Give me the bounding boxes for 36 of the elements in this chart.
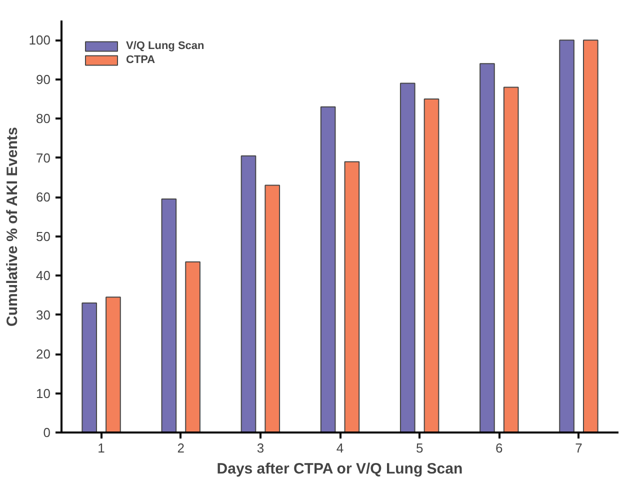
- y-tick-label: 60: [36, 190, 51, 205]
- y-tick-label: 100: [28, 32, 51, 48]
- bar: [185, 261, 200, 432]
- bar: [82, 302, 98, 432]
- y-tick-label: 0: [43, 425, 51, 440]
- bar: [264, 184, 280, 432]
- bar: [582, 40, 598, 432]
- bar: [320, 106, 336, 432]
- y-tick-label: 80: [36, 111, 51, 126]
- y-tick-label: 10: [36, 386, 51, 401]
- legend-label: CTPA: [126, 54, 156, 66]
- y-tick-label: 20: [36, 346, 51, 362]
- bar: [400, 82, 416, 432]
- bar: [161, 198, 177, 432]
- x-tick-label: 6: [496, 440, 503, 456]
- bar: [503, 86, 519, 432]
- y-tick-label: 30: [36, 307, 51, 322]
- x-tick-label: 3: [256, 440, 264, 456]
- y-tick-label: 70: [36, 150, 51, 166]
- x-tick-label: 4: [336, 440, 344, 456]
- bar: [240, 155, 256, 432]
- x-tick-label: 1: [98, 440, 105, 456]
- x-tick-label: 2: [177, 440, 184, 456]
- x-tick-label: 7: [575, 440, 582, 456]
- bar: [424, 98, 440, 432]
- x-axis-title: Days after CTPA or V/Q Lung Scan: [216, 460, 463, 478]
- y-axis-title: Cumulative % of AKI Events: [4, 127, 21, 327]
- y-tick-label: 90: [36, 72, 51, 87]
- x-tick-label: 5: [416, 440, 424, 456]
- bar: [480, 63, 495, 432]
- bar: [559, 40, 574, 432]
- y-tick-label: 40: [36, 268, 51, 284]
- bar: [344, 161, 360, 432]
- legend-label: V/Q Lung Scan: [126, 40, 204, 52]
- bar: [106, 296, 121, 432]
- y-tick-label: 50: [36, 228, 51, 244]
